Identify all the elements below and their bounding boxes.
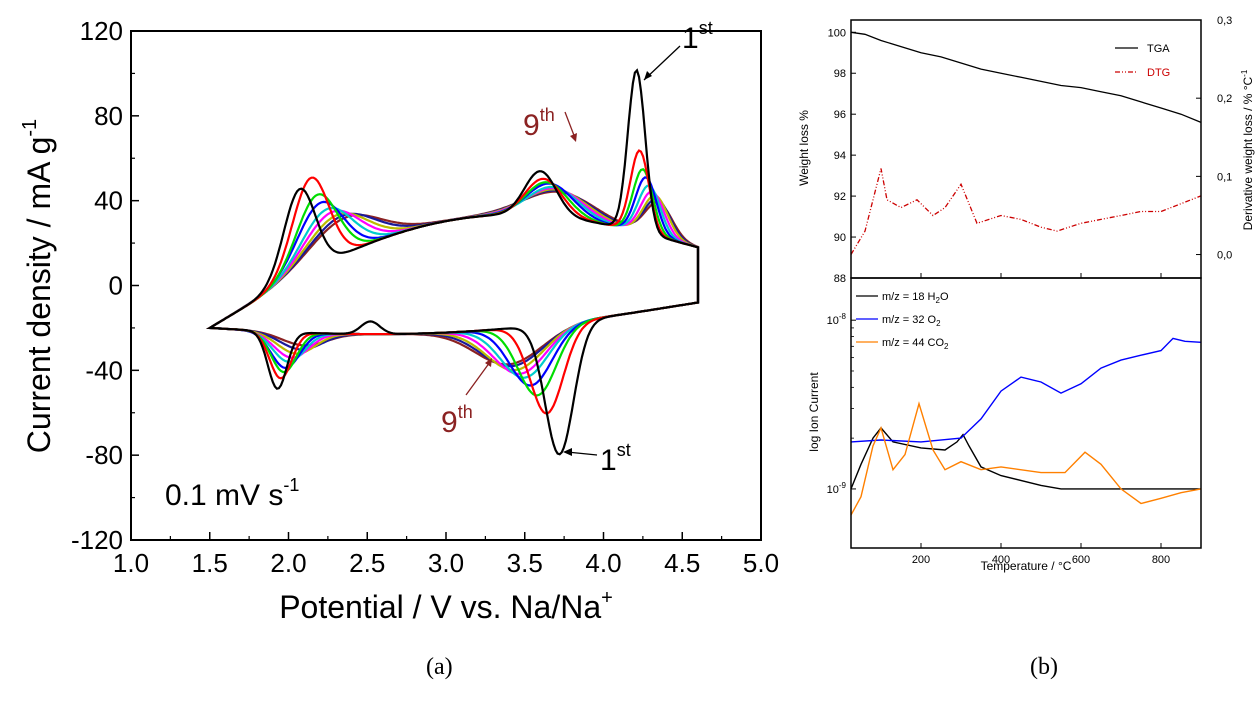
caption-a: (a) <box>426 654 453 680</box>
tga-y-tick-label: 94 <box>834 150 846 162</box>
dtg-y-tick-label: 0,2 <box>1217 93 1232 105</box>
cv-cycle-1-line <box>206 68 700 456</box>
cv-chart: 1.0 1.5 2.0 2.5 3.0 3.5 4.0 4.5 5.0 -120 -80 -40 0 40… <box>19 16 779 625</box>
cv-curves <box>206 68 700 456</box>
svg-text:1st: 1st <box>600 440 631 477</box>
cv-cycle-2-line <box>206 149 700 415</box>
cv-x-tick-label: 4.0 <box>585 548 621 578</box>
cv-plot-frame <box>130 30 762 541</box>
tga-y-tick-label: 92 <box>834 191 846 203</box>
temperature-x-tick-label: 600 <box>1072 554 1090 566</box>
tga-y-tick-label: 88 <box>834 273 846 285</box>
label-ninth-cycle-anodic: 9th <box>523 105 577 142</box>
cv-y-tick-label: -40 <box>85 355 123 385</box>
dtg-y-tick-label: 0,3 <box>1217 15 1232 27</box>
tga-ms-axis-ticks: 88 90 92 94 96 98 100 0,0 0,1 0,2 0,3 200 400 600 800 1… <box>827 15 1233 566</box>
series-tga-line <box>850 31 1202 124</box>
cv-x-tick-label: 4.5 <box>664 548 700 578</box>
cv-x-tick-label: 1.5 <box>192 548 228 578</box>
ms-plot-frame <box>850 277 1202 549</box>
svg-text:1st: 1st <box>682 18 713 55</box>
dtg-y-axis-title: Derivative weight loss / % °C-1 <box>1240 69 1255 230</box>
tga-plot-frame <box>850 19 1202 279</box>
label-first-cycle-cathodic: 1st <box>563 440 631 477</box>
ms-y-axis-title: log Ion Current <box>807 372 821 452</box>
cv-x-tick-label: 1.0 <box>113 548 149 578</box>
series-dtg-line <box>850 168 1202 255</box>
cv-y-tick-label: 40 <box>94 186 123 216</box>
ms-series-3-line <box>850 401 1202 516</box>
tga-y-tick-label: 100 <box>828 27 846 39</box>
temperature-x-tick-label: 800 <box>1152 554 1170 566</box>
ms-series-2-line <box>850 337 1202 443</box>
cv-x-tick-label: 2.5 <box>349 548 385 578</box>
svg-text:9th: 9th <box>441 402 473 439</box>
cv-y-tick-label: -120 <box>71 525 123 555</box>
tga-curves <box>850 31 1202 255</box>
temperature-x-tick-label: 400 <box>992 554 1010 566</box>
ms-series-1-line <box>850 426 1201 490</box>
tga-y-axis-title: Weight loss % <box>797 110 811 186</box>
caption-b: (b) <box>1030 654 1058 680</box>
cv-y-axis-title: Current density / mA g-1 <box>19 119 57 453</box>
ms-y-tick-label: 10-9 <box>827 481 847 496</box>
label-first-cycle-anodic: 1st <box>643 18 713 81</box>
dtg-y-tick-label: 0,0 <box>1217 250 1232 262</box>
scan-rate-annotation: 0.1 mV s-1 <box>165 475 299 512</box>
cv-x-axis-title: Potential / V vs. Na/Na+ <box>279 587 613 625</box>
svg-text:m/z = 32 O2: m/z = 32 O2 <box>882 314 941 328</box>
tga-y-tick-label: 90 <box>834 232 846 244</box>
svg-text:DTG: DTG <box>1147 67 1170 79</box>
cv-y-tick-label: 120 <box>80 16 123 46</box>
ms-legend: m/z = 18 H2O m/z = 32 O2 m/z = 44 CO2 <box>856 291 949 351</box>
cv-x-tick-label: 3.5 <box>507 548 543 578</box>
tga-y-tick-label: 96 <box>834 109 846 121</box>
cv-x-tick-label: 2.0 <box>270 548 306 578</box>
ms-y-tick-label: 10-8 <box>827 312 847 327</box>
svg-text:m/z = 44 CO2: m/z = 44 CO2 <box>882 337 949 351</box>
svg-text:m/z = 18 H2O: m/z = 18 H2O <box>882 291 949 305</box>
cv-axis-ticks: 1.0 1.5 2.0 2.5 3.0 3.5 4.0 4.5 5.0 -120 -80 -40 0 40… <box>71 16 779 578</box>
temperature-axis-title: Temperature / °C <box>981 559 1072 573</box>
label-ninth-cycle-cathodic: 9th <box>441 358 492 439</box>
svg-text:9th: 9th <box>523 105 555 142</box>
dtg-y-tick-label: 0,1 <box>1217 171 1232 183</box>
tga-ms-chart: 88 90 92 94 96 98 100 0,0 0,1 0,2 0,3 200 400 600 800 1… <box>797 15 1255 573</box>
tga-y-tick-label: 98 <box>834 68 846 80</box>
ms-curves <box>850 337 1202 516</box>
cv-y-tick-label: 0 <box>109 271 123 301</box>
cv-x-tick-label: 3.0 <box>428 548 464 578</box>
tga-legend: TGA DTG <box>1115 43 1170 79</box>
svg-text:TGA: TGA <box>1147 43 1170 55</box>
cv-x-tick-label: 5.0 <box>743 548 779 578</box>
cv-y-tick-label: -80 <box>85 440 123 470</box>
cv-y-tick-label: 80 <box>94 101 123 131</box>
temperature-x-tick-label: 200 <box>912 554 930 566</box>
